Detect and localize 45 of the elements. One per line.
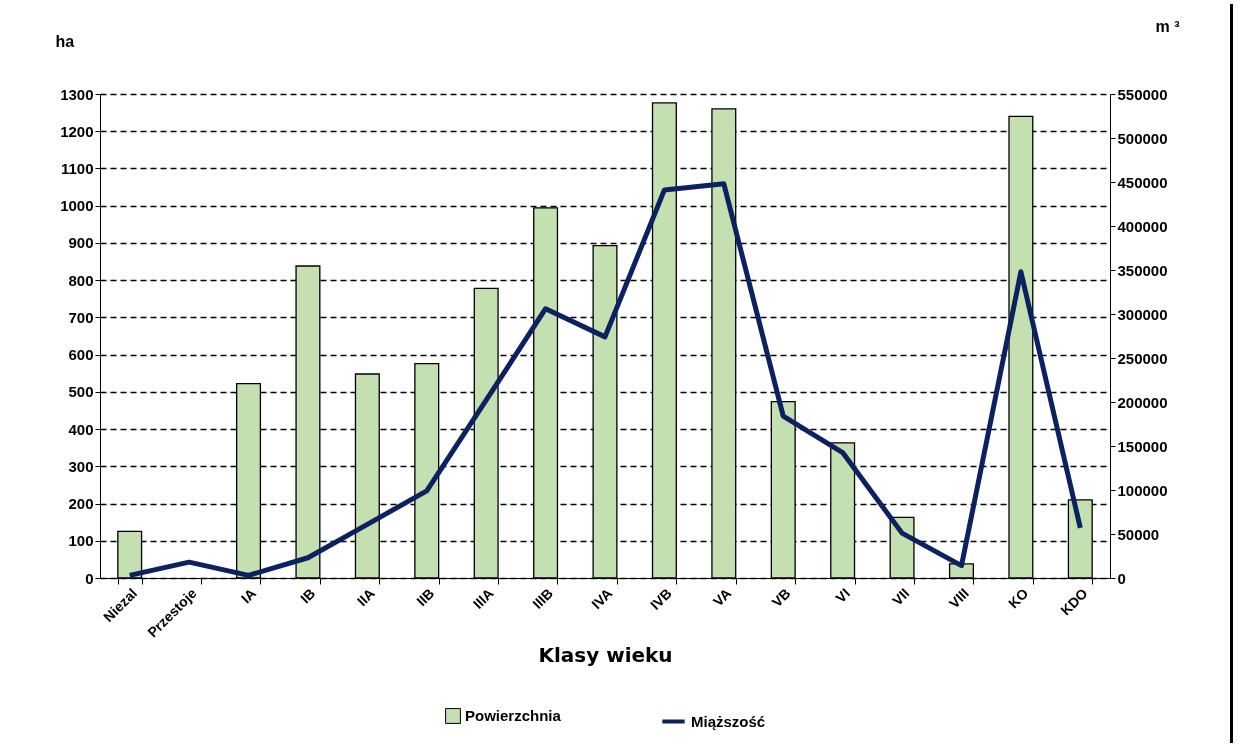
x-tick-label: IIIB (529, 585, 556, 612)
y-tick-label: 1100 (60, 159, 94, 177)
y-tick-label: 1200 (60, 122, 94, 140)
x-tick-label: IA (237, 585, 259, 607)
y-tick-label: 900 (68, 234, 94, 252)
x-tick-label: IVA (588, 585, 616, 613)
x-axis-title: Klasy wieku (538, 643, 673, 668)
x-tick-label: VB (768, 585, 794, 611)
legend-label: Miąższość (691, 712, 766, 730)
y2-tick-label: 500000 (1117, 129, 1168, 147)
y2-tick-label: 250000 (1117, 349, 1168, 367)
x-tick-label: IB (297, 585, 319, 607)
x-tick-label: VIII (945, 585, 972, 612)
y-axis-title: ha (55, 32, 75, 50)
x-tick-label: IIIA (469, 585, 497, 612)
y2-tick-label: 100000 (1117, 481, 1168, 499)
x-tick-label: VA (709, 585, 735, 610)
y-tick-label: 600 (68, 346, 94, 364)
y-tick-label: 300 (68, 457, 94, 475)
y-tick-label: 1000 (60, 197, 94, 215)
x-tick-label: IVB (646, 585, 675, 613)
y-tick-label: 1300 (60, 85, 94, 103)
y2-tick-label: 350000 (1117, 261, 1168, 279)
x-tick-label: IIB (413, 585, 438, 610)
x-tick-label: KO (1005, 585, 1032, 612)
legend-label: Powierzchnia (465, 707, 562, 724)
y2-axis-title: m ³ (1155, 17, 1180, 35)
x-tick-label: VI (832, 585, 854, 606)
y-tick-label: 0 (85, 569, 94, 587)
y2-tick-label: 550000 (1117, 85, 1168, 103)
y-tick-label: 500 (68, 383, 94, 401)
y-tick-label: 400 (68, 420, 94, 438)
y2-tick-label: 450000 (1117, 173, 1168, 191)
y2-tick-label: 150000 (1117, 437, 1168, 455)
y2-tick-label: 300000 (1117, 305, 1168, 323)
y2-tick-label: 0 (1117, 569, 1126, 587)
y-tick-label: 100 (68, 532, 94, 550)
y-tick-label: 200 (68, 495, 94, 513)
y2-tick-label: 50000 (1117, 525, 1160, 543)
y2-tick-label: 400000 (1117, 217, 1168, 235)
x-tick-label: IIA (353, 585, 378, 610)
y2-tick-label: 200000 (1117, 393, 1168, 411)
y-tick-label: 800 (68, 271, 94, 289)
x-tick-label: VII (889, 585, 913, 609)
y-tick-label: 700 (68, 308, 94, 326)
